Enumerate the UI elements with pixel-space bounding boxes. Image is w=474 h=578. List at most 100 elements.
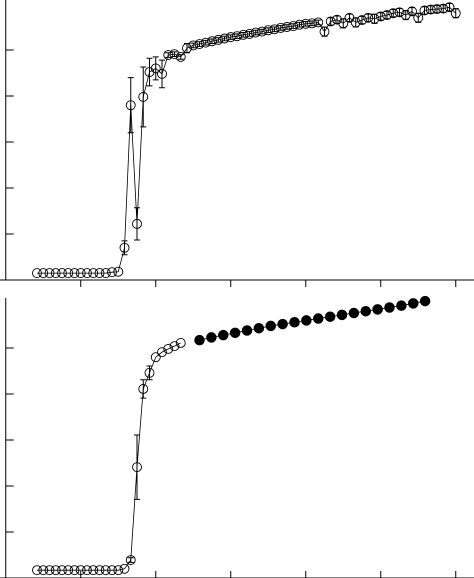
marker <box>44 565 55 576</box>
marker <box>282 22 292 32</box>
marker <box>94 565 105 576</box>
marker <box>250 27 261 38</box>
marker <box>438 3 449 14</box>
error-bar <box>315 19 322 26</box>
marker <box>313 313 324 324</box>
marker <box>324 311 336 322</box>
marker <box>241 325 253 336</box>
marker <box>94 268 105 279</box>
marker <box>163 50 174 61</box>
error-bar <box>390 9 397 18</box>
marker <box>238 29 249 40</box>
marker <box>38 565 49 576</box>
marker <box>200 37 211 48</box>
marker <box>63 268 74 279</box>
error-bar <box>415 12 422 23</box>
marker <box>338 18 349 29</box>
marker <box>450 8 461 19</box>
marker <box>232 31 242 42</box>
marker <box>265 320 277 332</box>
error-bar <box>134 207 140 241</box>
series-line <box>37 6 457 274</box>
marker <box>207 36 217 47</box>
marker <box>75 268 86 279</box>
marker <box>69 565 80 576</box>
marker <box>357 15 367 26</box>
marker <box>319 26 330 37</box>
error-bar <box>140 379 147 399</box>
error-bar <box>452 8 459 19</box>
marker <box>75 565 86 576</box>
marker <box>144 367 155 378</box>
marker <box>157 347 167 358</box>
marker <box>175 337 186 348</box>
marker <box>425 4 436 15</box>
marker <box>269 24 280 35</box>
marker <box>384 302 395 313</box>
marker <box>32 268 42 279</box>
marker <box>132 462 142 473</box>
error-bar <box>409 7 415 16</box>
marker <box>332 14 342 25</box>
error-bar <box>365 13 372 22</box>
marker <box>32 565 42 576</box>
error-bar <box>159 59 165 89</box>
marker <box>57 268 67 279</box>
marker <box>82 565 92 576</box>
marker <box>372 304 383 315</box>
marker <box>113 565 124 576</box>
marker <box>219 33 230 44</box>
marker <box>69 268 80 279</box>
marker <box>125 100 136 111</box>
error-bar <box>434 4 440 14</box>
marker <box>300 18 311 29</box>
marker <box>107 565 117 576</box>
marker <box>194 39 205 49</box>
marker <box>132 218 142 229</box>
marker <box>313 17 324 28</box>
marker <box>257 26 267 37</box>
marker <box>38 268 49 279</box>
marker <box>113 266 124 277</box>
error-bar <box>140 66 147 128</box>
error-bar <box>152 56 159 81</box>
marker <box>213 34 224 45</box>
marker <box>444 2 455 13</box>
marker <box>360 305 372 317</box>
marker <box>419 5 430 16</box>
error-bar <box>127 557 134 563</box>
marker <box>119 563 130 574</box>
marker <box>125 555 136 566</box>
marker <box>100 565 111 576</box>
marker <box>188 40 199 51</box>
marker <box>288 21 299 32</box>
marker <box>150 352 161 363</box>
marker <box>82 268 92 279</box>
marker <box>217 329 229 341</box>
marker <box>348 307 360 319</box>
marker <box>277 318 288 330</box>
marker <box>119 242 130 253</box>
marker <box>163 343 174 354</box>
marker <box>301 315 312 326</box>
marker <box>244 28 255 39</box>
marker <box>375 11 386 22</box>
marker <box>88 268 99 279</box>
marker <box>175 51 186 62</box>
error-bar <box>427 5 434 14</box>
marker <box>369 13 380 24</box>
marker <box>363 12 374 23</box>
marker <box>307 18 317 29</box>
marker <box>382 10 392 20</box>
marker <box>388 8 399 19</box>
marker <box>194 334 205 346</box>
marker <box>169 341 180 352</box>
marker <box>150 63 161 74</box>
error-bar <box>127 77 134 134</box>
marker <box>57 565 67 576</box>
marker <box>225 32 236 43</box>
marker <box>88 565 99 576</box>
marker <box>50 565 61 576</box>
marker <box>253 322 265 334</box>
